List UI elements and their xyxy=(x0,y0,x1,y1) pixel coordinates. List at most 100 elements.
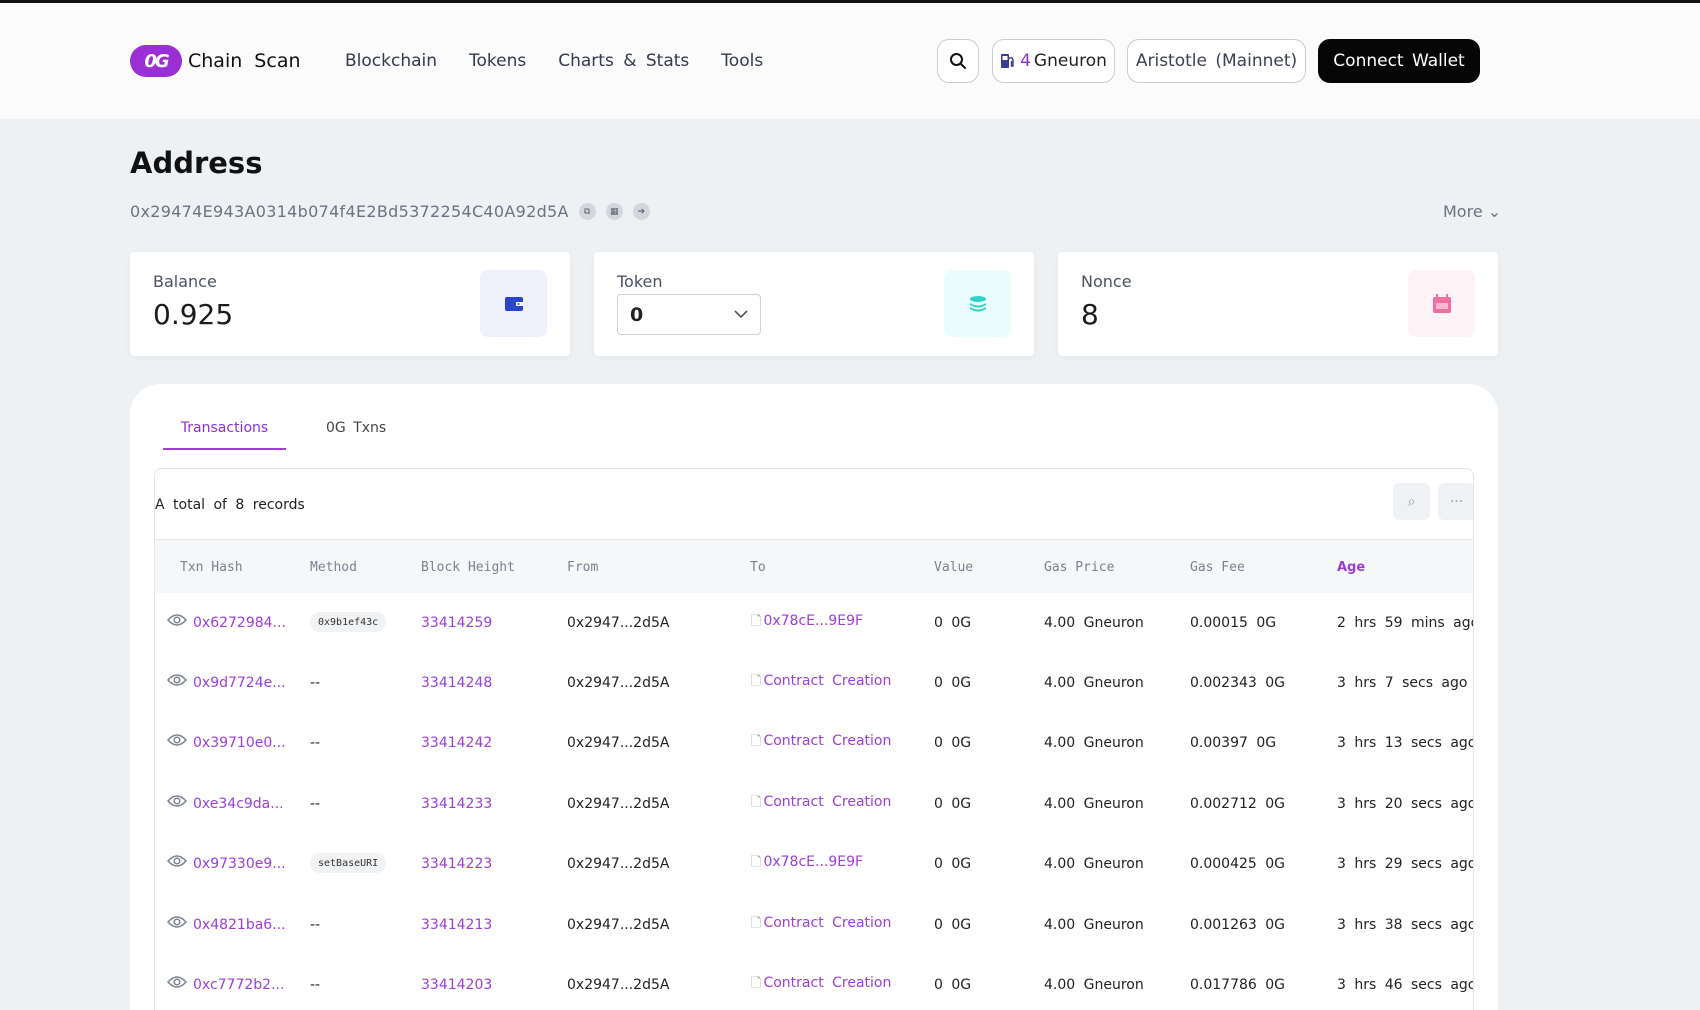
col-age[interactable]: Age xyxy=(1337,560,1366,575)
network-selector[interactable]: Aristotle (Mainnet) xyxy=(1127,39,1306,83)
tab-og-txns[interactable]: 0G Txns xyxy=(326,420,387,436)
main-nav: Blockchain Tokens Charts & Stats Tools xyxy=(345,51,763,71)
search-button[interactable] xyxy=(937,39,979,83)
site-header: 0G Chain Scan Blockchain Tokens Charts &… xyxy=(0,3,1700,119)
copy-icon[interactable]: ⧉ xyxy=(578,203,596,220)
contract-icon: 🗋 xyxy=(751,855,762,870)
from-address[interactable]: 0x2947...2d5A xyxy=(567,615,670,631)
to-cell: 🗋 0x78cE...9E9F xyxy=(751,612,863,634)
more-dots-icon: ··· xyxy=(1449,493,1464,510)
age-cell: 3 hrs 20 secs ago xyxy=(1337,796,1474,812)
table-search-button[interactable]: ⌕ xyxy=(1393,483,1430,520)
eye-icon[interactable] xyxy=(166,915,188,935)
qr-code-icon[interactable]: ▦ xyxy=(605,203,623,220)
block-height-link[interactable]: 33414248 xyxy=(421,675,493,691)
gas-price-cell: 4.00 Gneuron xyxy=(1044,977,1144,993)
gas-price-cell: 4.00 Gneuron xyxy=(1044,615,1144,631)
method-badge: 0x9b1ef43c xyxy=(310,612,387,632)
method-badge: setBaseURI xyxy=(310,853,387,873)
search-icon: ⌕ xyxy=(1407,493,1416,510)
eye-icon[interactable] xyxy=(166,854,188,874)
txn-hash-link[interactable]: 0x6272984... xyxy=(193,615,286,631)
gas-price-button[interactable]: 4 Gneuron xyxy=(992,39,1115,83)
table-options-button[interactable]: ··· xyxy=(1438,483,1473,520)
token-select[interactable]: 0 xyxy=(617,294,761,335)
gas-price-value: 4 xyxy=(1020,51,1031,71)
to-cell: 🗋 Contract Creation xyxy=(751,732,891,754)
contract-creation-link[interactable]: Contract Creation xyxy=(763,794,892,810)
contract-creation-link[interactable]: Contract Creation xyxy=(763,733,892,749)
eye-icon[interactable] xyxy=(166,794,188,814)
more-label: More xyxy=(1443,202,1483,221)
txn-hash-link[interactable]: 0xe34c9da... xyxy=(193,796,284,812)
eye-icon[interactable] xyxy=(166,733,188,753)
contract-document-icon: 🗋 xyxy=(751,795,762,810)
block-height-link[interactable]: 33414259 xyxy=(421,615,493,631)
nav-tools[interactable]: Tools xyxy=(721,51,764,71)
table-row[interactable]: 0xc7772b2... -- 33414203 0x2947...2d5A 🗋 Cont… xyxy=(155,957,1473,1010)
nonce-value: 8 xyxy=(1081,298,1099,331)
gas-price-unit: Gneuron xyxy=(1033,51,1107,71)
value-cell: 0 0G xyxy=(934,977,972,993)
logo[interactable]: 0G Chain Scan xyxy=(130,45,301,77)
method-empty: -- xyxy=(310,675,321,691)
active-tab-indicator xyxy=(163,448,286,450)
nav-tokens[interactable]: Tokens xyxy=(469,51,527,71)
block-height-link[interactable]: 33414223 xyxy=(421,856,493,872)
to-cell: 🗋 Contract Creation xyxy=(751,793,891,815)
gas-price-cell: 4.00 Gneuron xyxy=(1044,675,1144,691)
block-height-link[interactable]: 33414233 xyxy=(421,796,493,812)
explorer-link-icon[interactable]: ➔ xyxy=(632,203,650,220)
block-height-link[interactable]: 33414242 xyxy=(421,735,493,751)
col-method: Method xyxy=(310,560,357,575)
nav-blockchain[interactable]: Blockchain xyxy=(345,51,438,71)
from-address[interactable]: 0x2947...2d5A xyxy=(567,977,670,993)
to-address-link[interactable]: 0x78cE...9E9F xyxy=(763,613,864,629)
from-address[interactable]: 0x2947...2d5A xyxy=(567,675,670,691)
block-height-link[interactable]: 33414203 xyxy=(421,977,493,993)
contract-document-icon: 🗋 xyxy=(751,674,762,689)
txn-hash-link[interactable]: 0x9d7724e... xyxy=(193,675,286,691)
txn-hash-link[interactable]: 0x97330e9... xyxy=(193,856,286,872)
from-address[interactable]: 0x2947...2d5A xyxy=(567,856,670,872)
table-row[interactable]: 0x97330e9... setBaseURI 33414223 0x2947...2… xyxy=(155,836,1473,892)
method-empty: -- xyxy=(310,977,321,993)
tab-transactions[interactable]: Transactions xyxy=(180,420,269,436)
wallet-icon xyxy=(480,270,547,337)
txn-hash-link[interactable]: 0xc7772b2... xyxy=(193,977,285,993)
contract-creation-link[interactable]: Contract Creation xyxy=(763,673,892,689)
coins-stack-icon xyxy=(944,270,1011,337)
contract-document-icon: 🗋 xyxy=(751,734,762,749)
txn-hash-link[interactable]: 0x4821ba6... xyxy=(193,917,286,933)
col-value: Value xyxy=(934,560,974,575)
to-address-link[interactable]: 0x78cE...9E9F xyxy=(763,854,864,870)
from-address[interactable]: 0x2947...2d5A xyxy=(567,917,670,933)
from-address[interactable]: 0x2947...2d5A xyxy=(567,796,670,812)
eye-icon[interactable] xyxy=(166,673,188,693)
table-row[interactable]: 0x6272984... 0x9b1ef43c 33414259 0x2947...2… xyxy=(155,595,1474,651)
gas-fee-cell: 0.000425 0G xyxy=(1190,856,1286,872)
value-cell: 0 0G xyxy=(934,796,972,812)
nav-charts-stats[interactable]: Charts & Stats xyxy=(558,51,690,71)
connect-wallet-button[interactable]: Connect Wallet xyxy=(1318,39,1480,83)
from-address[interactable]: 0x2947...2d5A xyxy=(567,735,670,751)
table-row[interactable]: 0x9d7724e... -- 33414248 0x2947...2d5A 🗋 Cont… xyxy=(155,655,1473,711)
eye-icon[interactable] xyxy=(166,613,188,633)
contract-creation-link[interactable]: Contract Creation xyxy=(763,975,892,991)
contract-creation-link[interactable]: Contract Creation xyxy=(763,915,892,931)
block-height-link[interactable]: 33414213 xyxy=(421,917,493,933)
chevron-down-icon xyxy=(734,310,748,319)
table-row[interactable]: 0x4821ba6... -- 33414213 0x2947...2d5A 🗋 Cont… xyxy=(155,897,1474,953)
contract-icon: 🗋 xyxy=(751,614,762,629)
gas-fee-cell: 0.002343 0G xyxy=(1190,675,1286,691)
age-cell: 2 hrs 59 mins ago xyxy=(1337,615,1474,631)
table-row[interactable]: 0x39710e0... -- 33414242 0x2947...2d5A 🗋 Cont… xyxy=(155,715,1473,771)
age-cell: 3 hrs 38 secs ago xyxy=(1337,917,1474,933)
table-row[interactable]: 0xe34c9da... -- 33414233 0x2947...2d5A 🗋 Cont… xyxy=(155,776,1474,832)
transactions-table: A total of 8 records ⌕ ··· Txn Hash Meth… xyxy=(154,468,1474,1010)
eye-icon[interactable] xyxy=(166,975,188,995)
txn-hash-link[interactable]: 0x39710e0... xyxy=(193,735,286,751)
records-count: A total of 8 records xyxy=(155,497,305,513)
more-dropdown[interactable]: More ⌄ xyxy=(1443,202,1501,221)
method-empty: -- xyxy=(310,917,321,933)
